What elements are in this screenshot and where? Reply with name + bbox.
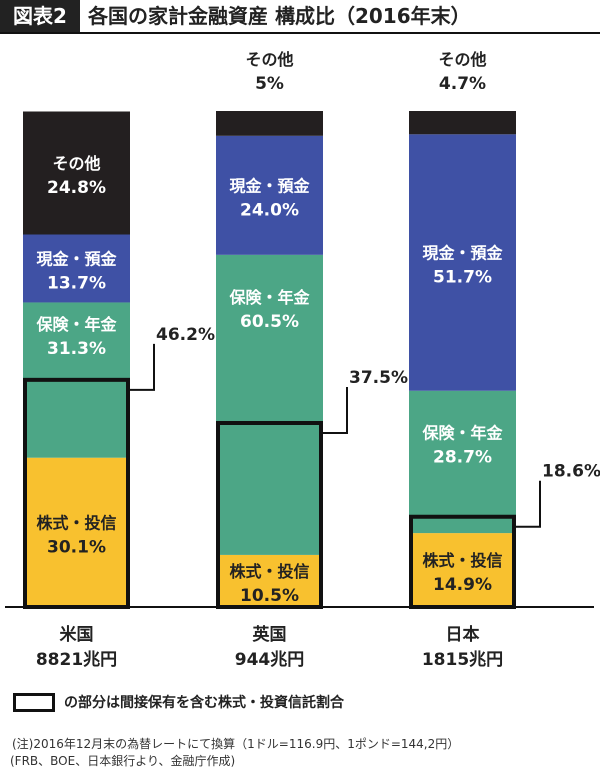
bar-segment-insurance-2	[409, 390, 516, 534]
bar-segment-stocks-2	[409, 533, 516, 607]
indirect-callout-label-1: 37.5%	[349, 368, 408, 388]
segment-name-insurance-0: 保険・年金	[35, 315, 117, 334]
segment-value-other-0: 24.8%	[47, 178, 106, 198]
indirect-callout-label-0: 46.2%	[156, 325, 215, 345]
indirect-callout-line-0	[130, 343, 155, 391]
bar-segment-other-2	[409, 111, 516, 135]
segment-value-insurance-0: 31.3%	[47, 339, 106, 359]
bar-segment-cash-2	[409, 134, 516, 391]
category-total-2: 1815兆円	[422, 650, 503, 670]
segment-value-insurance-1: 60.5%	[240, 312, 299, 332]
segment-name-insurance-2: 保険・年金	[421, 424, 503, 443]
segment-name-cash-0: 現金・預金	[36, 249, 117, 268]
bar-segment-other-0	[23, 111, 130, 235]
segment-value-other-2: 4.7%	[439, 74, 486, 94]
bar-segment-other-1	[216, 111, 323, 136]
segment-value-cash-2: 51.7%	[433, 268, 492, 288]
page-title: 各国の家計金融資産 構成比（2016年末）	[88, 4, 471, 28]
indirect-callout-label-2: 18.6%	[542, 462, 600, 482]
bar-segment-cash-1	[216, 135, 323, 255]
segment-name-other-0: その他	[52, 154, 100, 173]
bar-segment-stocks-1	[216, 554, 323, 607]
indirect-callout-line-1	[323, 387, 348, 434]
segment-name-insurance-1: 保険・年金	[228, 288, 310, 307]
segment-value-stocks-0: 30.1%	[47, 537, 106, 557]
bar-segment-stocks-0	[23, 457, 130, 607]
segment-value-other-1: 5%	[255, 74, 284, 94]
indirect-callout-line-2	[516, 480, 541, 528]
segment-name-cash-2: 現金・預金	[422, 244, 503, 263]
segment-value-cash-0: 13.7%	[47, 273, 106, 293]
footnote-note: (注)2016年12月末の為替レートにて換算（1ドル=116.9円、1ポンド=1…	[12, 737, 460, 751]
segment-value-insurance-2: 28.7%	[433, 448, 492, 468]
segment-name-stocks-2: 株式・投信	[422, 551, 502, 570]
bar-segment-cash-0	[23, 234, 130, 303]
segment-value-stocks-1: 10.5%	[240, 586, 299, 606]
segment-name-other-2: その他	[438, 50, 486, 69]
legend-box-icon	[13, 693, 55, 712]
category-label-0: 米国	[60, 624, 94, 645]
segment-name-other-1: その他	[245, 50, 293, 69]
footnote-source: (FRB、BOE、日本銀行より、金融庁作成)	[10, 754, 236, 768]
legend-text: の部分は間接保有を含む株式・投資信託割合	[64, 695, 344, 711]
segment-value-cash-1: 24.0%	[240, 200, 299, 220]
segment-name-stocks-0: 株式・投信	[36, 513, 116, 532]
bar-segment-insurance-1	[216, 254, 323, 555]
category-label-1: 英国	[253, 624, 287, 645]
segment-value-stocks-2: 14.9%	[433, 575, 492, 595]
category-total-1: 944兆円	[235, 650, 305, 670]
segment-name-stocks-1: 株式・投信	[229, 562, 309, 581]
category-label-2: 日本	[446, 624, 480, 645]
figure-tag: 図表2	[0, 0, 80, 32]
segment-name-cash-1: 現金・預金	[229, 176, 310, 195]
header-bar: 図表2 各国の家計金融資産 構成比（2016年末）	[0, 0, 600, 34]
category-total-0: 8821兆円	[36, 650, 117, 670]
